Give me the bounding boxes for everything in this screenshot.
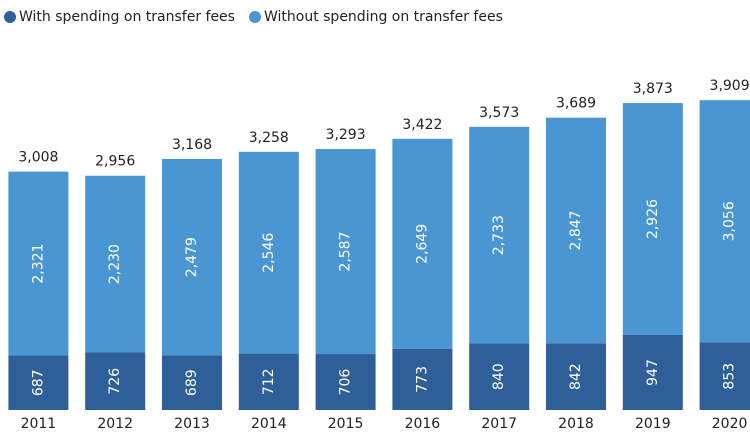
bar-segment	[8, 355, 69, 410]
bar-value-label: 2,230	[107, 244, 123, 284]
x-tick-label: 2016	[405, 416, 441, 432]
x-tick-label: 2015	[328, 416, 364, 432]
bar-segment	[162, 158, 222, 356]
bar-value-label: 2,321	[30, 244, 46, 284]
x-tick-label: 2018	[558, 416, 594, 432]
bar-segment	[622, 103, 683, 335]
total-label: 3,293	[326, 127, 366, 143]
total-label: 3,909	[710, 78, 750, 94]
x-tick-label: 2019	[635, 416, 671, 432]
bar-value-label: 853	[722, 363, 738, 390]
total-label: 3,168	[172, 137, 212, 153]
x-tick-label: 2012	[97, 416, 133, 432]
legend-label: Without spending on transfer fees	[264, 9, 503, 25]
bar-value-label: 840	[491, 363, 507, 390]
bar-value-label: 3,056	[722, 201, 738, 241]
bar-segment	[546, 343, 606, 410]
total-label: 3,873	[633, 81, 673, 97]
bar-value-label: 2,926	[645, 199, 661, 239]
bar-segment	[238, 151, 299, 354]
bar-segment	[85, 352, 146, 410]
legend-swatch	[4, 11, 16, 23]
x-tick-label: 2020	[712, 416, 748, 432]
total-label: 3,689	[556, 96, 596, 112]
bar-segment	[392, 348, 453, 410]
bar-value-label: 2,649	[414, 224, 430, 264]
bar-value-label: 712	[261, 368, 277, 395]
total-label: 2,956	[95, 154, 135, 170]
bar-value-label: 726	[107, 368, 123, 395]
bar-segment	[8, 171, 69, 356]
bar-segment	[162, 355, 222, 410]
bar-value-label: 689	[184, 369, 200, 396]
bar-segment	[392, 138, 453, 349]
bar-value-label: 2,847	[568, 210, 584, 250]
total-label: 3,008	[18, 150, 58, 166]
bar-segment	[469, 343, 530, 410]
bar-segment	[622, 334, 683, 410]
bar-segment	[469, 126, 530, 344]
bar-value-label: 2,587	[338, 231, 354, 271]
x-tick-label: 2014	[251, 416, 287, 432]
total-label: 3,573	[479, 105, 519, 121]
bar-value-label: 687	[30, 369, 46, 396]
bar-value-label: 947	[645, 359, 661, 386]
bar-segment	[85, 175, 146, 353]
bar-value-label: 2,733	[491, 215, 507, 255]
bar-value-label: 706	[338, 369, 354, 396]
legend-swatch	[248, 11, 261, 23]
bar-segment	[315, 149, 376, 355]
bar-value-label: 2,479	[184, 237, 200, 277]
x-tick-label: 2017	[481, 416, 517, 432]
bar-segment	[699, 100, 750, 343]
total-label: 3,422	[402, 117, 442, 133]
x-tick-label: 2013	[174, 416, 210, 432]
bar-value-label: 842	[568, 363, 584, 390]
x-tick-label: 2011	[21, 416, 57, 432]
bar-segment	[315, 354, 376, 410]
total-label: 3,258	[249, 130, 289, 146]
bar-value-label: 773	[414, 366, 430, 393]
bar-segment	[238, 353, 299, 410]
bar-segment	[699, 342, 750, 410]
legend-label: With spending on transfer fees	[19, 9, 235, 25]
bar-segment	[546, 117, 606, 344]
bar-value-label: 2,546	[261, 233, 277, 273]
